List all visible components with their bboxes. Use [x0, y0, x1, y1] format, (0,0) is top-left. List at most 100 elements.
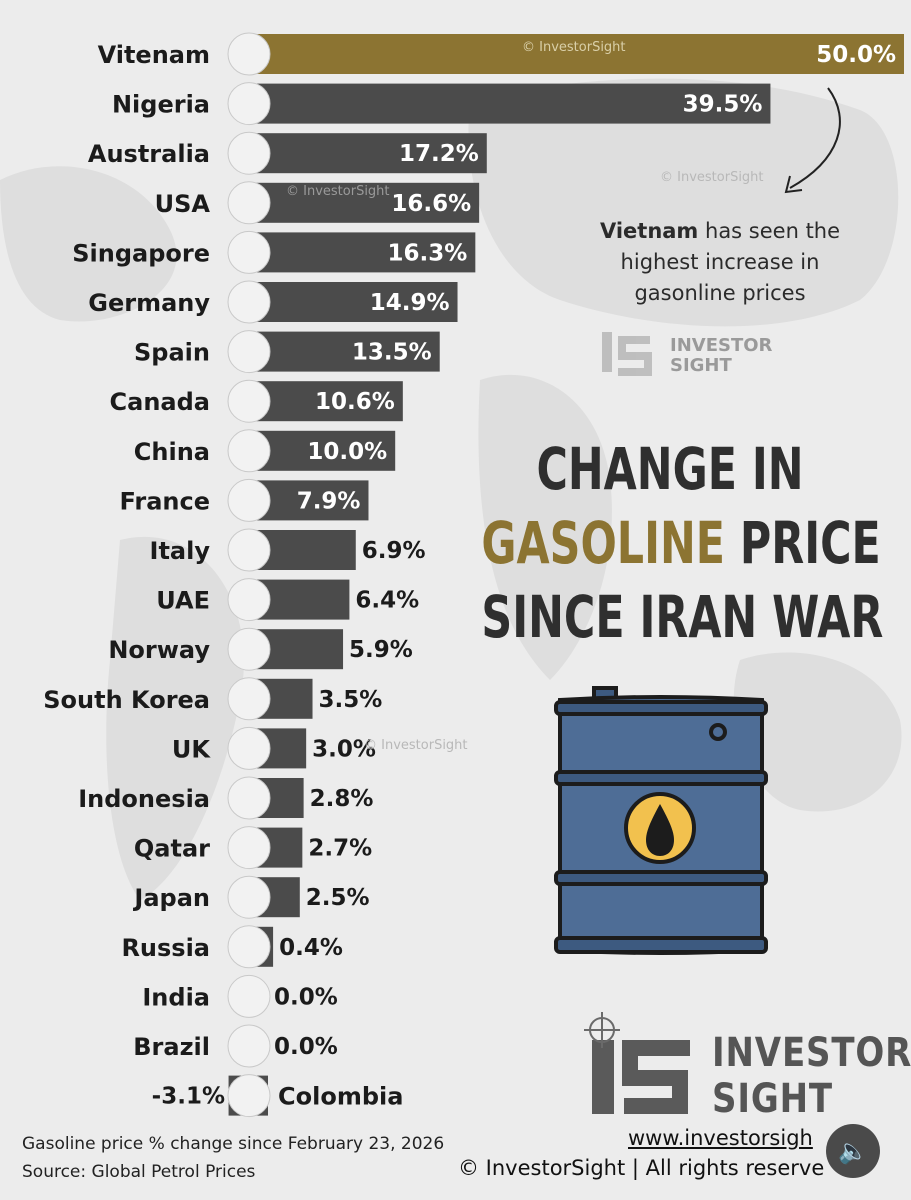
annotation-line-2: highest increase in	[620, 250, 820, 274]
watermark-3: © InvestorSight	[286, 184, 390, 199]
value-label-16: 2.7%	[308, 836, 372, 862]
flag-icon-16	[227, 826, 271, 870]
country-label-4: Singapore	[72, 239, 210, 267]
value-label-8: 10.0%	[307, 439, 387, 465]
small-logo-line-2: SIGHT	[670, 355, 732, 376]
country-label-8: China	[134, 438, 210, 466]
annotation-line-1: has seen the	[698, 219, 841, 243]
flag-icon-3	[227, 181, 271, 225]
annotation-text: Vietnam has seen the highest increase in…	[590, 216, 850, 309]
speaker-icon: 🔈	[838, 1137, 868, 1165]
flag-icon-4	[227, 230, 271, 274]
flag-icon-0	[227, 32, 271, 76]
country-label-6: Spain	[134, 339, 210, 367]
flag-icon-5	[227, 280, 271, 324]
flag-icon-15	[227, 776, 271, 820]
flag-icon-14	[227, 726, 271, 770]
value-label-2: 17.2%	[399, 141, 479, 167]
value-label-7: 10.6%	[315, 389, 395, 415]
flag-icon-13	[227, 677, 271, 721]
value-label-10: 6.9%	[362, 538, 426, 564]
value-label-18: 0.4%	[279, 935, 343, 961]
watermark-1: © InvestorSight	[522, 40, 626, 55]
flag-icon-12	[227, 627, 271, 671]
country-label-2: Australia	[88, 140, 210, 168]
small-logo-line-1: INVESTOR	[670, 335, 773, 356]
flag-icon-21	[227, 1074, 271, 1118]
bar-0	[247, 34, 904, 74]
country-label-13: South Korea	[43, 686, 210, 714]
value-label-11: 6.4%	[355, 588, 419, 614]
country-label-21: Colombia	[278, 1083, 403, 1111]
value-label-5: 14.9%	[370, 290, 450, 316]
flag-icon-9	[227, 478, 271, 522]
copyright-text: © InvestorSight | All rights reserve	[458, 1156, 825, 1180]
flag-icon-18	[227, 925, 271, 969]
country-label-15: Indonesia	[78, 785, 210, 813]
value-label-14: 3.0%	[312, 736, 376, 762]
title-line-3: SINCE IRAN WAR	[481, 583, 884, 651]
country-label-9: France	[120, 487, 210, 515]
value-label-17: 2.5%	[306, 885, 370, 911]
country-label-16: Qatar	[134, 835, 210, 863]
watermark-2: © InvestorSight	[660, 170, 764, 185]
value-label-20: 0.0%	[274, 1034, 338, 1060]
country-label-18: Russia	[121, 934, 210, 962]
annotation-line-3: gasonline prices	[634, 281, 806, 305]
title-accent-word: GASOLINE	[481, 509, 726, 577]
value-label-21: -3.1%	[152, 1084, 225, 1110]
value-label-12: 5.9%	[349, 637, 413, 663]
small-logo-text: INVESTOR SIGHT	[670, 336, 772, 376]
brand-line-1: INVESTOR	[712, 1030, 911, 1076]
title-line-1: CHANGE IN	[536, 435, 804, 503]
bar-8	[247, 430, 396, 471]
bar-6	[247, 331, 440, 372]
footnote-source: Source: Global Petrol Prices	[22, 1162, 256, 1182]
value-label-15: 2.8%	[310, 786, 374, 812]
value-label-3: 16.6%	[391, 191, 471, 217]
value-label-4: 16.3%	[388, 240, 468, 266]
bar-4	[247, 232, 476, 273]
bar-5	[247, 282, 458, 322]
flag-icon-2	[227, 131, 271, 175]
country-label-10: Italy	[150, 537, 211, 565]
footnote-date: Gasoline price % change since February 2…	[22, 1134, 445, 1154]
flag-icon-17	[227, 875, 271, 919]
chart-title: CHANGE IN GASOLINE PRICE SINCE IRAN WAR	[440, 432, 900, 654]
country-label-5: Germany	[88, 289, 210, 317]
bar-1	[247, 83, 771, 124]
bar-7	[247, 381, 403, 422]
sound-button[interactable]: 🔈	[826, 1124, 880, 1178]
country-label-12: Norway	[108, 636, 210, 664]
country-label-14: UK	[172, 735, 211, 763]
value-label-19: 0.0%	[274, 984, 338, 1010]
value-label-9: 7.9%	[297, 488, 361, 514]
country-label-3: USA	[155, 190, 211, 218]
flag-icon-10	[227, 528, 271, 572]
country-label-0: Vitenam	[98, 41, 210, 69]
website-link[interactable]: www.investorsigh	[628, 1126, 813, 1150]
title-line-2: GASOLINE PRICE	[481, 506, 880, 580]
bar-3	[247, 182, 480, 223]
bar-2	[247, 133, 487, 174]
watermark-4: © InvestorSight	[364, 738, 468, 753]
value-label-1: 39.5%	[683, 92, 763, 118]
flag-icon-20	[227, 1024, 271, 1068]
value-label-13: 3.5%	[319, 687, 383, 713]
country-label-11: UAE	[156, 587, 210, 615]
flag-icon-8	[227, 429, 271, 473]
country-label-20: Brazil	[133, 1033, 210, 1061]
country-label-19: India	[142, 983, 210, 1011]
flag-icon-19	[227, 974, 271, 1018]
value-label-6: 13.5%	[352, 340, 432, 366]
flag-icon-7	[227, 379, 271, 423]
flag-icon-6	[227, 330, 271, 374]
title-line-2-rest: PRICE	[725, 509, 881, 577]
flag-icon-11	[227, 578, 271, 622]
brand-name: INVESTOR SIGHT	[712, 1030, 911, 1122]
brand-line-2: SIGHT	[712, 1076, 833, 1122]
country-label-1: Nigeria	[112, 91, 210, 119]
country-label-17: Japan	[132, 884, 210, 912]
value-label-0: 50.0%	[816, 42, 896, 68]
